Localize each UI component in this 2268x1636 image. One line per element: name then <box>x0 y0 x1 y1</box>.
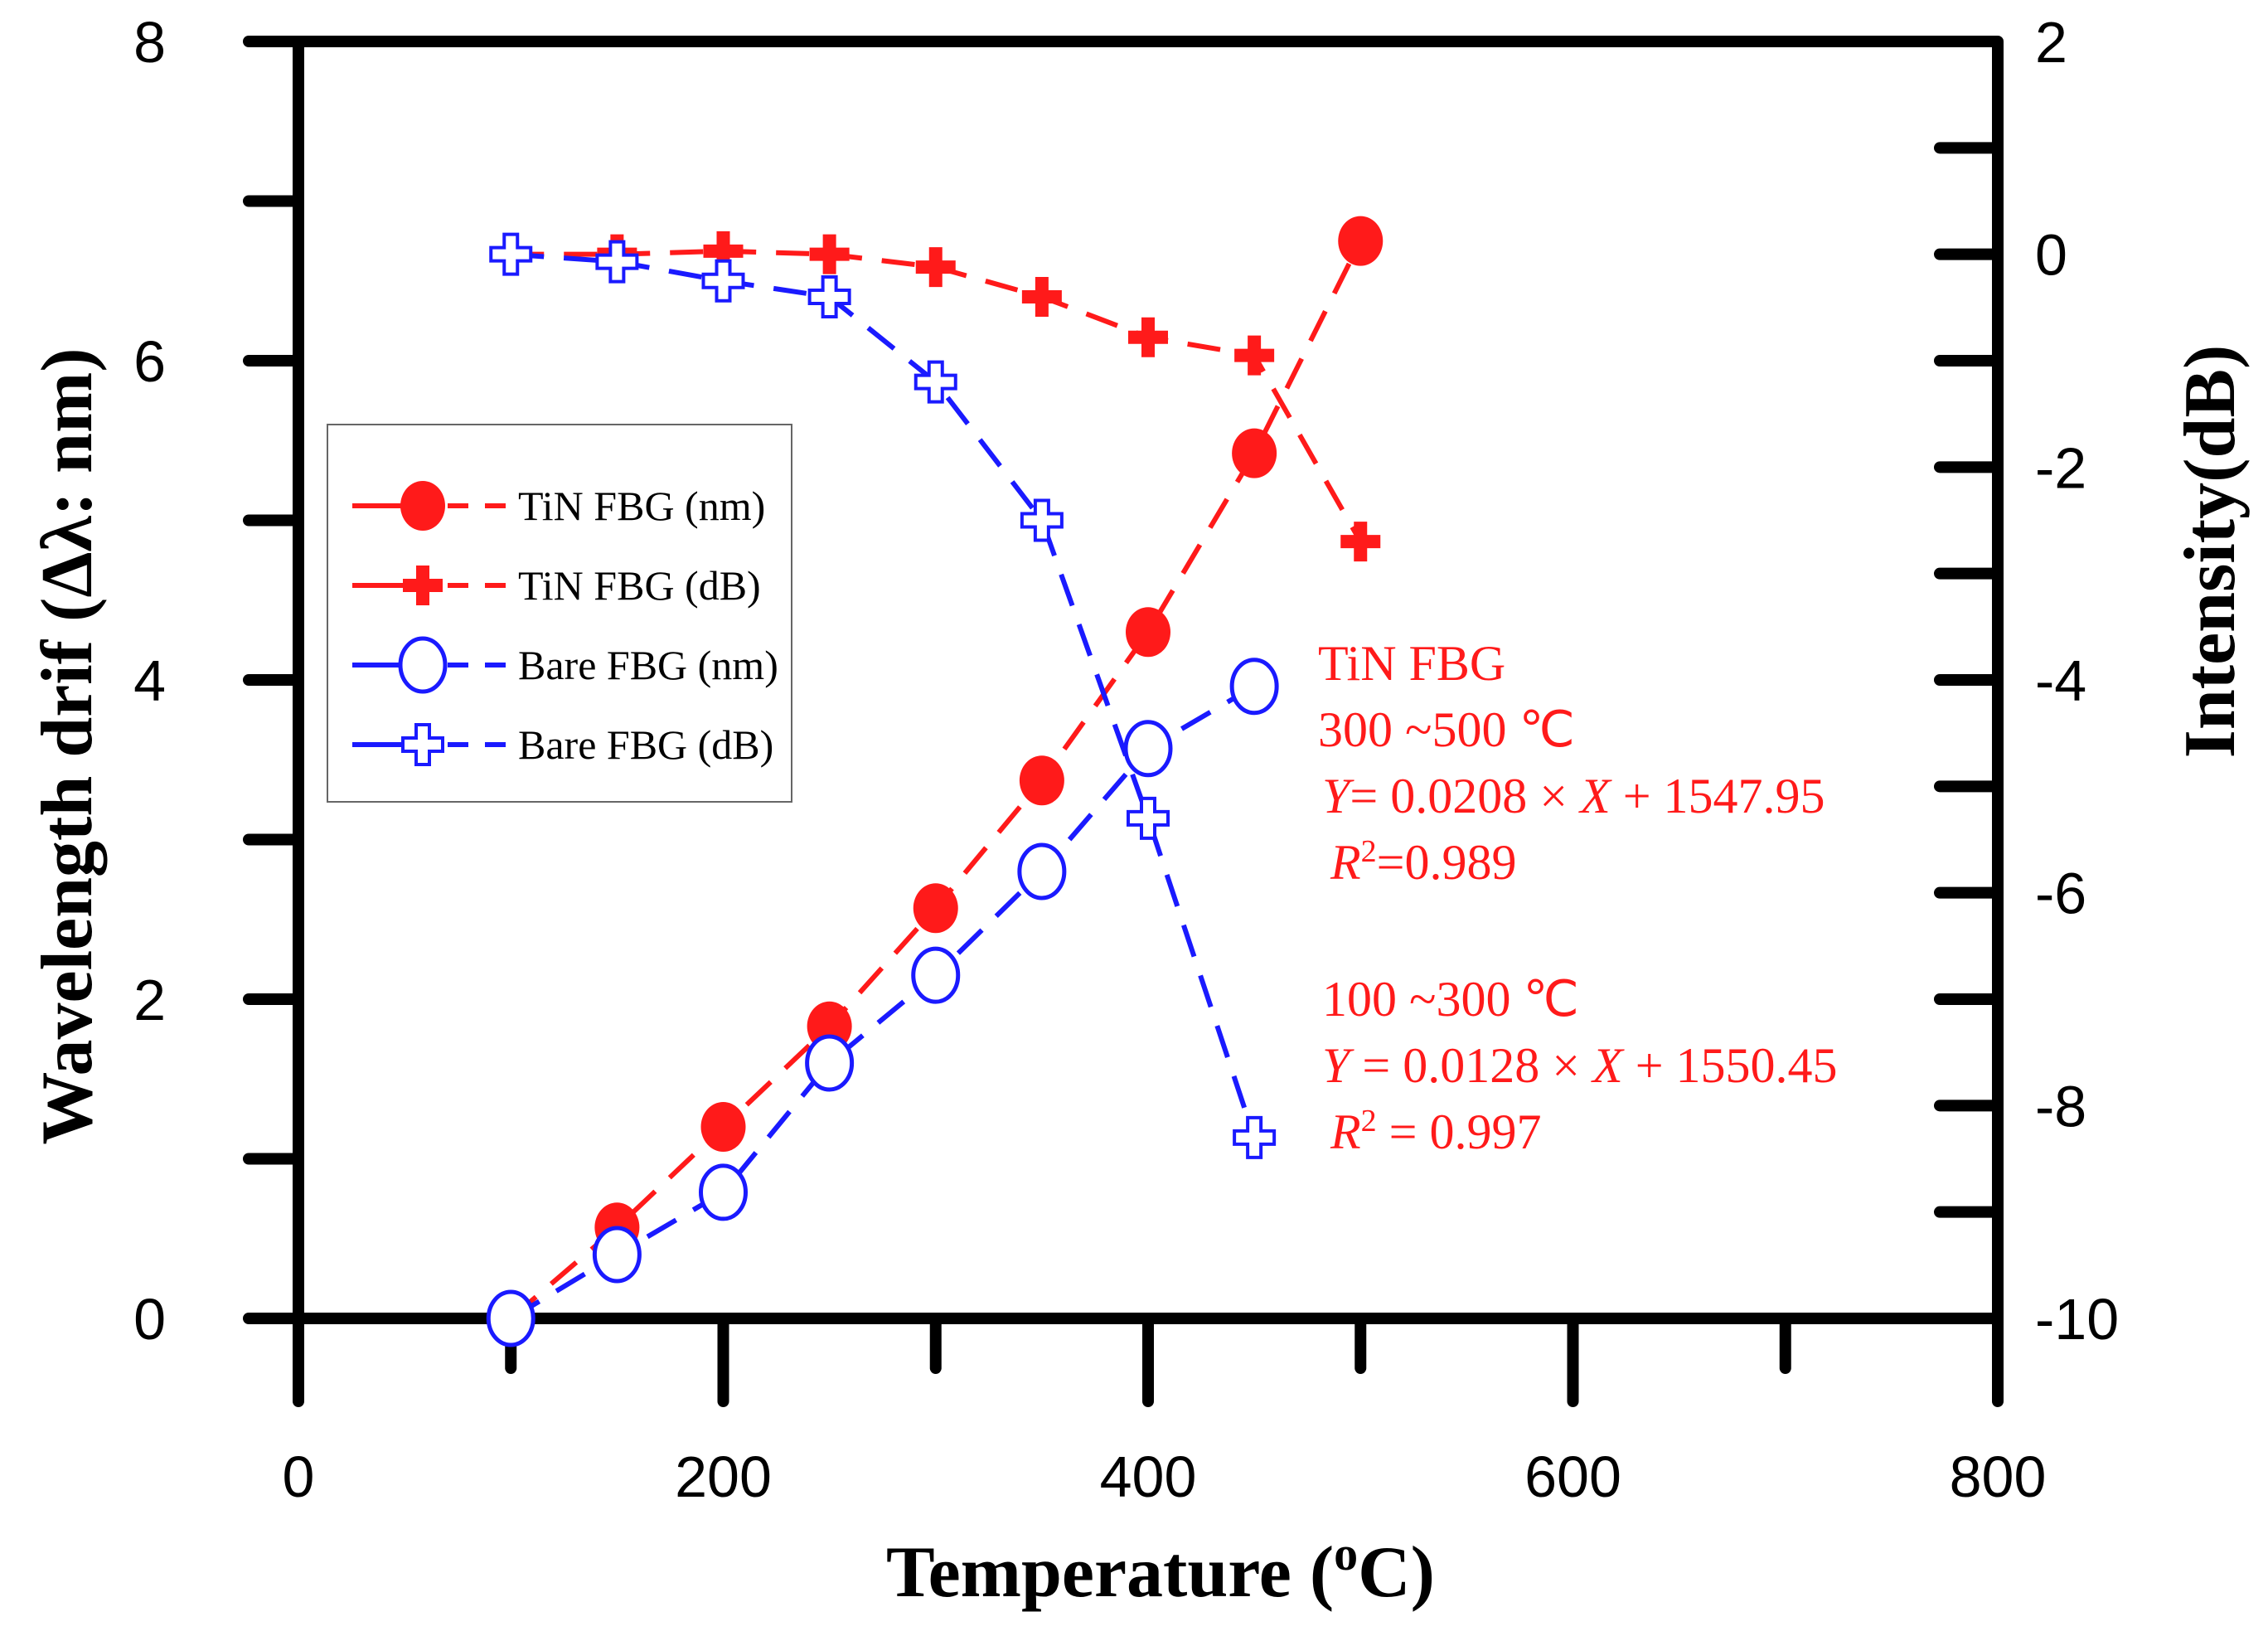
data-point <box>913 883 958 934</box>
data-point <box>701 259 745 303</box>
legend-item: Bare FBG (nm) <box>352 636 778 694</box>
data-point <box>1019 755 1064 806</box>
series-bare-fbg-nm <box>486 658 1279 1347</box>
data-point <box>700 1102 746 1152</box>
legend-marker <box>400 481 445 531</box>
y-left-tick-label: 6 <box>133 329 166 394</box>
legend-label: Bare FBG (nm) <box>518 642 778 688</box>
legend-label: TiN FBG (dB) <box>518 562 761 609</box>
x-tick-label: 0 <box>283 1444 315 1509</box>
data-point <box>1340 522 1381 562</box>
data-point <box>809 234 850 274</box>
annotation-title: TiN FBG <box>1318 636 1505 691</box>
legend-label: TiN FBG (nm) <box>518 483 765 529</box>
data-point <box>703 231 744 271</box>
data-point <box>1128 317 1168 357</box>
series-layer <box>486 216 1384 1347</box>
data-point <box>1017 842 1067 901</box>
data-point <box>595 240 639 284</box>
annotation-equation-1: Y= 0.0208 × X + 1547.95 <box>1322 769 1825 823</box>
data-point <box>1229 658 1279 716</box>
data-point <box>1123 720 1173 778</box>
axes: 0 200 400 600 800 0 2 4 6 8 -10 -8 -6 -4 -2 0 2 <box>133 10 2119 1509</box>
fit-annotations: TiN FBG 300 ~500 ℃ Y= 0.0208 × X + 1547.… <box>1318 636 1838 1159</box>
x-tick-label: 600 <box>1524 1444 1621 1509</box>
x-tick-label: 400 <box>1100 1444 1197 1509</box>
y-left-tick-label: 2 <box>133 968 166 1032</box>
data-point <box>911 946 961 1004</box>
annotation-range-2: 100 ~300 ℃ <box>1322 972 1579 1027</box>
data-point <box>699 1163 748 1221</box>
annotation-r2-1: R2=0.989 <box>1330 834 1517 890</box>
legend-item: TiN FBG (nm) <box>352 481 765 531</box>
y-axis-right-title: Intensity(dB) <box>2170 345 2251 759</box>
x-tick-label: 800 <box>1950 1444 2047 1509</box>
series-line <box>509 684 1256 1321</box>
y-right-tick-label: -4 <box>2035 648 2086 713</box>
data-point <box>1233 1115 1277 1159</box>
y-right-tick-label: 2 <box>2035 10 2067 75</box>
annotation-equation-2: Y = 0.0128 × X + 1550.45 <box>1322 1038 1838 1093</box>
y-right-tick-label: -2 <box>2035 435 2086 500</box>
x-tick-label: 200 <box>675 1444 772 1509</box>
series-bare-fbg-db <box>489 232 1277 1159</box>
data-point <box>1020 498 1064 542</box>
legend-item: TiN FBG (dB) <box>352 562 761 609</box>
annotation-r2-2: R2 = 0.997 <box>1330 1104 1542 1159</box>
data-point <box>486 1289 536 1347</box>
legend-marker <box>398 636 448 694</box>
data-point <box>1127 796 1170 840</box>
data-point <box>592 1226 642 1284</box>
legend-item: Bare FBG (dB) <box>352 721 773 768</box>
data-point <box>915 247 956 288</box>
data-point <box>805 1034 855 1092</box>
data-point <box>1234 335 1275 376</box>
data-point <box>489 232 533 276</box>
data-point <box>914 360 957 404</box>
data-point <box>1021 277 1062 317</box>
legend-label: Bare FBG (dB) <box>518 721 773 768</box>
y-right-tick-label: 0 <box>2035 223 2067 288</box>
y-right-tick-label: -10 <box>2035 1287 2119 1352</box>
legend-marker <box>401 723 444 766</box>
y-right-tick-label: -6 <box>2035 862 2086 926</box>
y-axis-left-title: Wavelength drif (Δλ: nm) <box>27 347 108 1144</box>
data-point <box>1126 607 1170 658</box>
x-axis-title: Temperature (oC) <box>886 1527 1435 1614</box>
legend-marker <box>403 566 443 605</box>
data-point <box>807 275 851 318</box>
annotation-range-1: 300 ~500 ℃ <box>1318 702 1575 757</box>
y-left-tick-label: 0 <box>133 1287 166 1352</box>
legend: TiN FBG (nm) TiN FBG (dB) Bare FBG (nm) Bar… <box>327 424 792 803</box>
y-right-tick-label: -8 <box>2035 1074 2086 1138</box>
y-left-tick-label: 4 <box>133 648 166 713</box>
data-point <box>1338 216 1384 266</box>
y-left-tick-label: 8 <box>133 10 166 75</box>
data-point <box>1232 428 1277 478</box>
